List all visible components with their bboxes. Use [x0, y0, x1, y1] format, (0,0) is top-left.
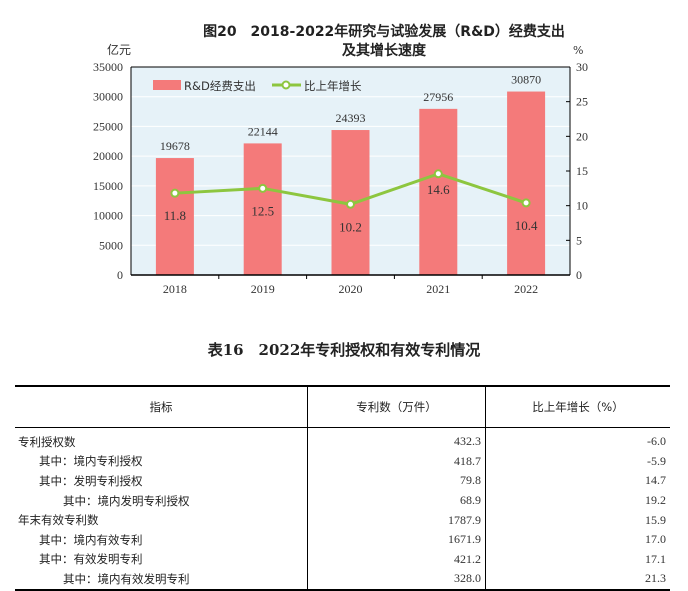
row-label: 其中：境内专利授权 — [39, 454, 143, 469]
table-row: 其中：有效发明专利 421.2 17.1 — [15, 549, 670, 570]
growth-point-2018 — [170, 188, 180, 198]
row-label: 专利授权数 — [18, 434, 76, 449]
growth-point-2021 — [433, 169, 443, 179]
chart-title: 图20 2018-2022年研究与试验发展（R&D）经费支出 — [203, 24, 565, 40]
row-label: 其中：境内发明专利授权 — [63, 493, 190, 508]
bar-label: 24393 — [336, 111, 366, 125]
right-tick-label: 20 — [576, 129, 588, 143]
row-count: 432.3 — [307, 427, 486, 452]
row-growth: 15.9 — [485, 510, 670, 530]
row-growth: 19.2 — [485, 490, 670, 511]
x-tick-label: 2020 — [339, 282, 363, 296]
row-growth: 17.1 — [485, 549, 670, 570]
x-tick-label: 2018 — [163, 282, 187, 296]
left-tick-label: 10000 — [93, 209, 123, 223]
row-count: 1787.9 — [307, 510, 486, 530]
row-label: 其中：发明专利授权 — [39, 473, 143, 488]
row-count: 68.9 — [307, 490, 486, 511]
row-count: 79.8 — [307, 471, 486, 491]
chart-subtitle: 及其增长速度 — [342, 43, 426, 59]
row-count: 1671.9 — [307, 529, 486, 550]
growth-point-2020 — [346, 199, 355, 209]
right-tick-label: 5 — [576, 233, 582, 247]
right-axis-unit: % — [573, 44, 583, 57]
row-growth: 14.7 — [485, 471, 670, 491]
row-label: 其中：境内有效发明专利 — [63, 571, 190, 586]
row-count: 421.2 — [307, 549, 486, 570]
row-count: 418.7 — [307, 451, 486, 472]
table-row: 专利授权数 432.3 -6.0 — [15, 427, 670, 452]
bar-2022 — [507, 91, 546, 275]
row-label: 其中：有效发明专利 — [39, 552, 143, 567]
right-tick-label: 30 — [576, 60, 588, 74]
table-row: 其中：境内专利授权 418.7 -5.9 — [15, 451, 670, 472]
bar-label: 22144 — [248, 124, 278, 138]
right-tick-label: 10 — [576, 199, 588, 213]
left-tick-label: 0 — [117, 268, 123, 282]
growth-point-2019 — [258, 183, 268, 193]
left-axis-unit: 亿元 — [107, 42, 131, 57]
bar-label: 30870 — [511, 73, 541, 87]
growth-label: 10.4 — [515, 218, 538, 233]
table-row: 其中：发明专利授权 79.8 14.7 — [15, 471, 670, 491]
legend-line-label: 比上年增长 — [304, 79, 362, 93]
header-indicator: 指标 — [15, 386, 308, 428]
legend-bar-swatch — [153, 80, 181, 90]
row-growth: -6.0 — [485, 427, 670, 452]
x-tick-label: 2022 — [514, 282, 538, 296]
row-label: 年末有效专利数 — [18, 513, 99, 528]
legend-bar-label: R&D经费支出 — [184, 79, 256, 93]
x-tick-label: 2019 — [251, 282, 275, 296]
growth-point-2022 — [521, 198, 531, 208]
rd-chart: 0 5000 10000 15000 20000 25000 30000 35000 0 5 10 1… — [93, 42, 588, 296]
left-tick-label: 30000 — [93, 90, 123, 104]
row-growth: 21.3 — [485, 569, 670, 590]
patent-table: 指标 专利数（万件） 比上年增长（%） 专利授权数 432.3 -6.0 其中：境内专… — [15, 385, 670, 591]
growth-label: 14.6 — [427, 182, 450, 197]
left-tick-label: 15000 — [93, 179, 123, 193]
left-tick-label: 20000 — [93, 149, 123, 163]
row-growth: -5.9 — [485, 451, 670, 472]
growth-label: 12.5 — [251, 203, 274, 218]
bar-2018 — [155, 158, 194, 275]
table-row: 年末有效专利数 1787.9 15.9 — [15, 510, 670, 530]
row-count: 328.0 — [307, 569, 486, 590]
bar-label: 19678 — [160, 139, 190, 153]
table-title: 表16 2022年专利授权和有效专利情况 — [207, 341, 481, 359]
left-tick-label: 25000 — [93, 119, 123, 133]
table-row: 其中：境内有效发明专利 328.0 21.3 — [15, 569, 670, 590]
right-tick-label: 15 — [576, 164, 588, 178]
row-label: 其中：境内有效专利 — [39, 532, 143, 547]
bar-2021 — [419, 108, 458, 276]
right-tick-label: 0 — [576, 268, 582, 282]
table-row: 其中：境内有效专利 1671.9 17.0 — [15, 529, 670, 550]
header-count: 专利数（万件） — [307, 386, 486, 428]
bar-2019 — [243, 143, 282, 275]
growth-label: 10.2 — [339, 219, 362, 234]
table-row: 其中：境内发明专利授权 68.9 19.2 — [15, 490, 670, 511]
right-tick-label: 25 — [576, 95, 588, 109]
left-tick-label: 5000 — [99, 238, 123, 252]
growth-label: 11.8 — [164, 208, 186, 223]
x-tick-label: 2021 — [426, 282, 450, 296]
row-growth: 17.0 — [485, 529, 670, 550]
bar-label: 27956 — [423, 90, 453, 104]
left-tick-label: 35000 — [93, 60, 123, 74]
legend-line-marker — [281, 80, 291, 90]
header-growth: 比上年增长（%） — [485, 386, 670, 428]
